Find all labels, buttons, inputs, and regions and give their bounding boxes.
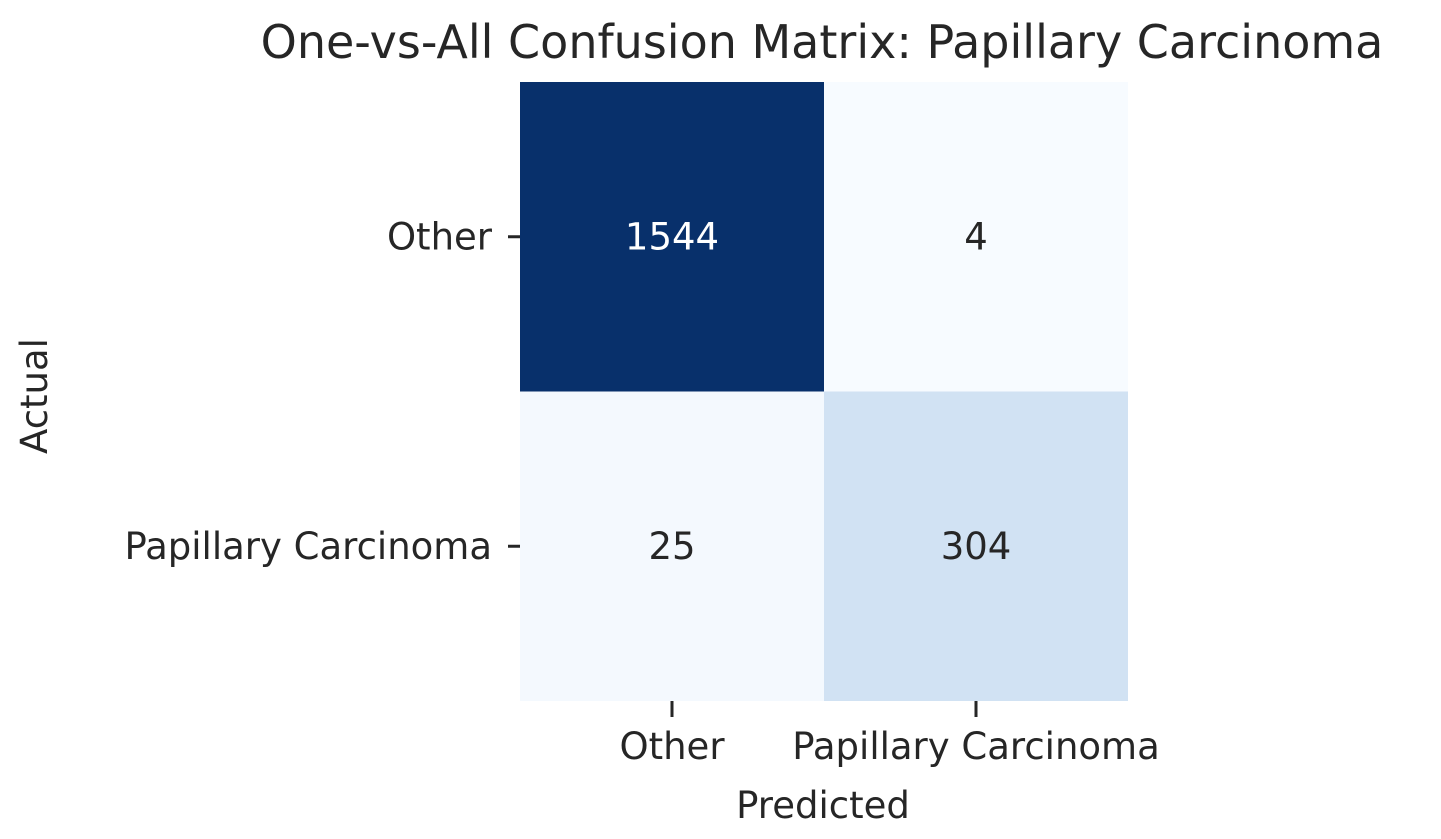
y-axis-ticks: Other Papillary Carcinoma [124, 215, 520, 568]
chart-title: One-vs-All Confusion Matrix: Papillary C… [261, 15, 1384, 69]
heatmap-cell-0-0 [520, 82, 824, 392]
x-axis-ticks: Other Papillary Carcinoma [619, 701, 1160, 768]
x-tick-label-1: Papillary Carcinoma [792, 725, 1160, 768]
cell-value-0-0: 1544 [625, 215, 719, 258]
cell-value-1-1: 304 [941, 525, 1012, 568]
heatmap-cell-0-1 [824, 82, 1128, 392]
y-tick-label-0: Other [387, 215, 493, 258]
y-tick-label-1: Papillary Carcinoma [124, 525, 492, 568]
cell-annotations: 1544 4 25 304 [625, 215, 1011, 568]
heatmap-cell-1-0 [520, 391, 824, 701]
x-tick-label-0: Other [619, 725, 725, 768]
heatmap-cell-1-1 [824, 391, 1128, 701]
cell-value-1-0: 25 [648, 525, 695, 568]
y-axis-label: Actual [13, 338, 56, 454]
x-axis-label: Predicted [736, 784, 910, 827]
heatmap-cells [520, 82, 1128, 701]
cell-value-0-1: 4 [964, 215, 988, 258]
